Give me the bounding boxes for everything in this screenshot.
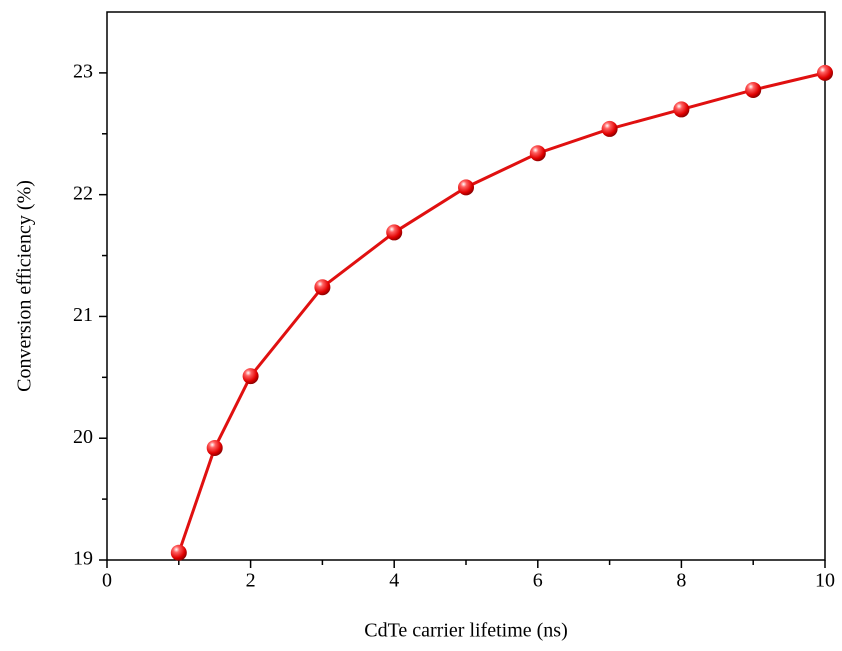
x-tick-label: 6 (533, 570, 543, 592)
x-tick-label: 10 (815, 570, 835, 592)
x-tick-label: 0 (102, 570, 112, 592)
y-tick-label: 19 (73, 548, 93, 570)
y-tick-label: 20 (73, 426, 93, 448)
data-point (817, 64, 833, 81)
data-point (386, 224, 403, 241)
y-tick-label: 23 (73, 60, 93, 82)
data-point (745, 81, 762, 98)
y-axis-label: Conversion efficiency (%) (14, 180, 36, 392)
x-tick-label: 4 (389, 570, 399, 592)
data-point (673, 101, 690, 118)
series-line (177, 71, 826, 554)
y-tick-label: 21 (73, 304, 93, 326)
x-tick-label: 2 (246, 570, 256, 592)
x-tick-label: 8 (676, 570, 686, 592)
data-point (242, 368, 259, 385)
data-point (206, 439, 223, 456)
x-axis-label: CdTe carrier lifetime (ns) (364, 620, 568, 642)
data-point (601, 120, 618, 137)
data-point (529, 145, 546, 162)
data-point (170, 544, 187, 561)
plot-frame (106, 11, 826, 561)
data-point (314, 279, 331, 296)
data-point (458, 179, 474, 196)
y-tick-label: 22 (73, 182, 93, 204)
